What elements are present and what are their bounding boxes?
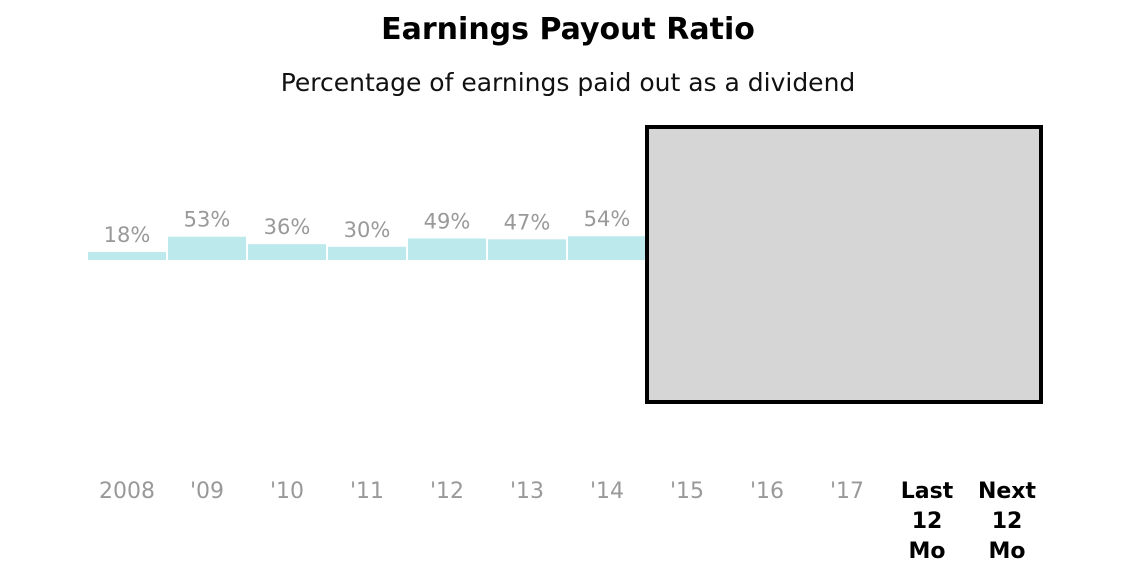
x-tick-label-2: '10 [270,479,304,504]
chart-title: Earnings Payout Ratio [381,12,755,47]
data-label-5: 47% [504,210,551,234]
bar-5 [488,239,566,260]
data-label-2: 36% [264,215,311,239]
bar-4 [408,238,486,260]
chart-subtitle: Percentage of earnings paid out as a div… [280,68,856,97]
x-tick-label-1: '09 [190,479,224,504]
x-axis-ticks-layer: 2008 '09 '10 '11 '12 '13 '14 '15 '16 '17 Last 12 Mo N… [99,479,1037,564]
data-label-1: 53% [184,208,231,232]
bar-2 [248,244,326,260]
x-tick-label-10: Last 12 Mo [901,479,954,564]
x-tick-label-4: '12 [430,479,464,504]
no-data-placeholder-box [645,125,1043,404]
bar-6 [568,236,646,260]
data-label-3: 30% [344,218,391,242]
x-tick-label-5: '13 [510,479,544,504]
x-tick-label-11: Next 12 Mo [978,479,1037,564]
data-label-4: 49% [424,209,471,233]
x-tick-label-0: 2008 [99,479,155,504]
data-label-0: 18% [104,223,151,247]
bar-3 [328,246,406,260]
x-tick-label-6: '14 [590,479,624,504]
x-tick-label-3: '11 [350,479,384,504]
value-labels-layer: 18% 53% 36% 30% 49% 47% 54% [104,207,631,247]
placeholder-layer [645,125,1043,404]
x-tick-label-7: '15 [670,479,704,504]
x-tick-label-8: '16 [750,479,784,504]
bars-layer [88,236,646,260]
bar-0 [88,252,166,260]
data-label-6: 54% [584,207,631,231]
bar-1 [168,236,246,260]
x-tick-label-9: '17 [830,479,864,504]
